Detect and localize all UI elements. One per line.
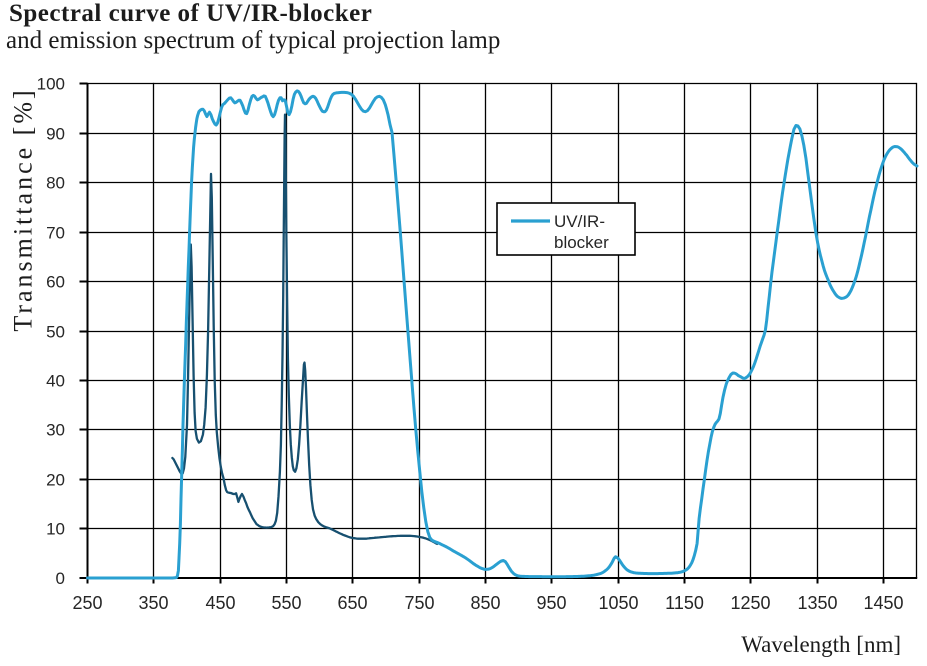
svg-text:450: 450: [205, 593, 235, 613]
svg-text:250: 250: [72, 593, 102, 613]
svg-text:350: 350: [138, 593, 168, 613]
svg-text:40: 40: [46, 372, 65, 391]
svg-text:1350: 1350: [797, 593, 837, 613]
svg-text:blocker: blocker: [554, 233, 609, 252]
svg-text:10: 10: [46, 520, 65, 539]
svg-text:100: 100: [37, 75, 65, 94]
svg-text:UV/IR-: UV/IR-: [554, 212, 605, 231]
svg-text:850: 850: [470, 593, 500, 613]
svg-text:80: 80: [46, 174, 65, 193]
svg-text:90: 90: [46, 125, 65, 144]
svg-text:950: 950: [536, 593, 566, 613]
svg-text:60: 60: [46, 273, 65, 292]
svg-text:750: 750: [404, 593, 434, 613]
svg-text:50: 50: [46, 323, 65, 342]
svg-text:650: 650: [337, 593, 367, 613]
svg-text:550: 550: [271, 593, 301, 613]
svg-text:1250: 1250: [730, 593, 770, 613]
svg-text:70: 70: [46, 224, 65, 243]
svg-text:Transmittance [%]: Transmittance [%]: [9, 87, 38, 331]
svg-text:1450: 1450: [863, 593, 903, 613]
svg-text:20: 20: [46, 471, 65, 490]
svg-text:1150: 1150: [665, 593, 704, 613]
svg-text:0: 0: [56, 569, 65, 588]
svg-text:Wavelength [nm]: Wavelength [nm]: [741, 632, 901, 657]
svg-text:1050: 1050: [598, 593, 638, 613]
svg-text:30: 30: [46, 421, 65, 440]
